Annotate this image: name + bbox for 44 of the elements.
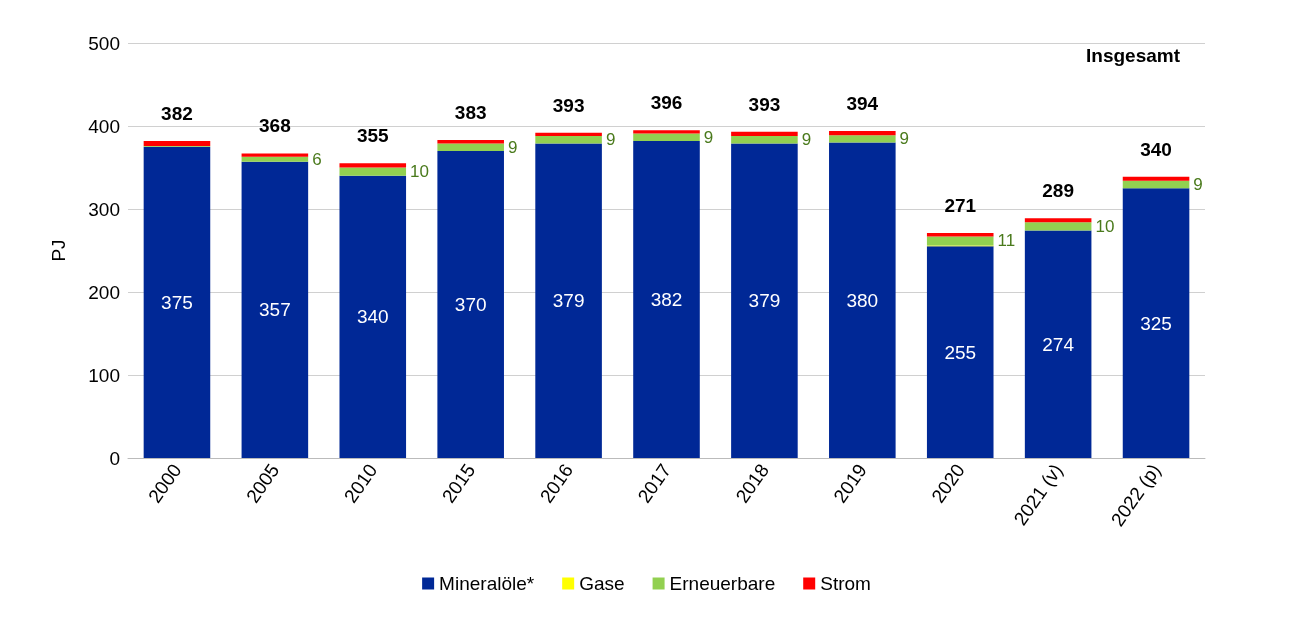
total-label: 271 <box>944 195 977 217</box>
y-tick-label: 300 <box>88 198 120 220</box>
data-label: 9 <box>1193 175 1203 195</box>
data-label: 10 <box>1095 216 1115 236</box>
total-label: 340 <box>1140 138 1172 160</box>
data-label: 255 <box>944 341 977 363</box>
legend-label: Mineralöle* <box>439 573 535 594</box>
data-label: 11 <box>997 231 1016 251</box>
y-tick-label: 0 <box>109 447 120 469</box>
total-label: 289 <box>1042 180 1074 202</box>
data-label: 382 <box>650 288 683 310</box>
data-label: 9 <box>703 127 714 147</box>
y-tick-label: 500 <box>88 32 120 54</box>
total-label: 355 <box>356 125 390 147</box>
data-label: 274 <box>1042 333 1075 355</box>
total-label: 368 <box>259 115 291 137</box>
data-label: 9 <box>801 130 812 150</box>
total-label: 393 <box>552 94 585 116</box>
legend-label: Gase <box>579 573 625 594</box>
data-label: 340 <box>356 306 389 328</box>
y-tick-label: 100 <box>88 364 120 386</box>
total-label: 396 <box>650 92 683 114</box>
total-label: 394 <box>846 92 879 114</box>
total-label: 382 <box>161 102 193 124</box>
data-label: 9 <box>899 129 910 149</box>
data-label: 9 <box>605 130 616 150</box>
total-label: 383 <box>454 102 487 124</box>
data-label: 325 <box>1140 312 1172 334</box>
total-label: 393 <box>748 93 781 115</box>
legend-label: Erneuerbare <box>669 573 776 594</box>
data-label: 380 <box>846 289 879 311</box>
data-label: 10 <box>410 162 429 182</box>
data-label: 370 <box>454 293 487 315</box>
data-label: 379 <box>552 290 585 312</box>
y-tick-label: 400 <box>88 115 120 137</box>
y-tick-label: 200 <box>88 281 120 303</box>
data-label: 6 <box>312 149 322 169</box>
data-label: 379 <box>748 290 781 312</box>
data-label: 9 <box>507 137 518 157</box>
data-label: 357 <box>259 299 291 321</box>
annotation: Insgesamt <box>1086 45 1181 66</box>
legend-label: Strom <box>820 573 871 594</box>
y-axis-title: PJ <box>48 239 69 262</box>
data-label: 375 <box>161 291 193 313</box>
